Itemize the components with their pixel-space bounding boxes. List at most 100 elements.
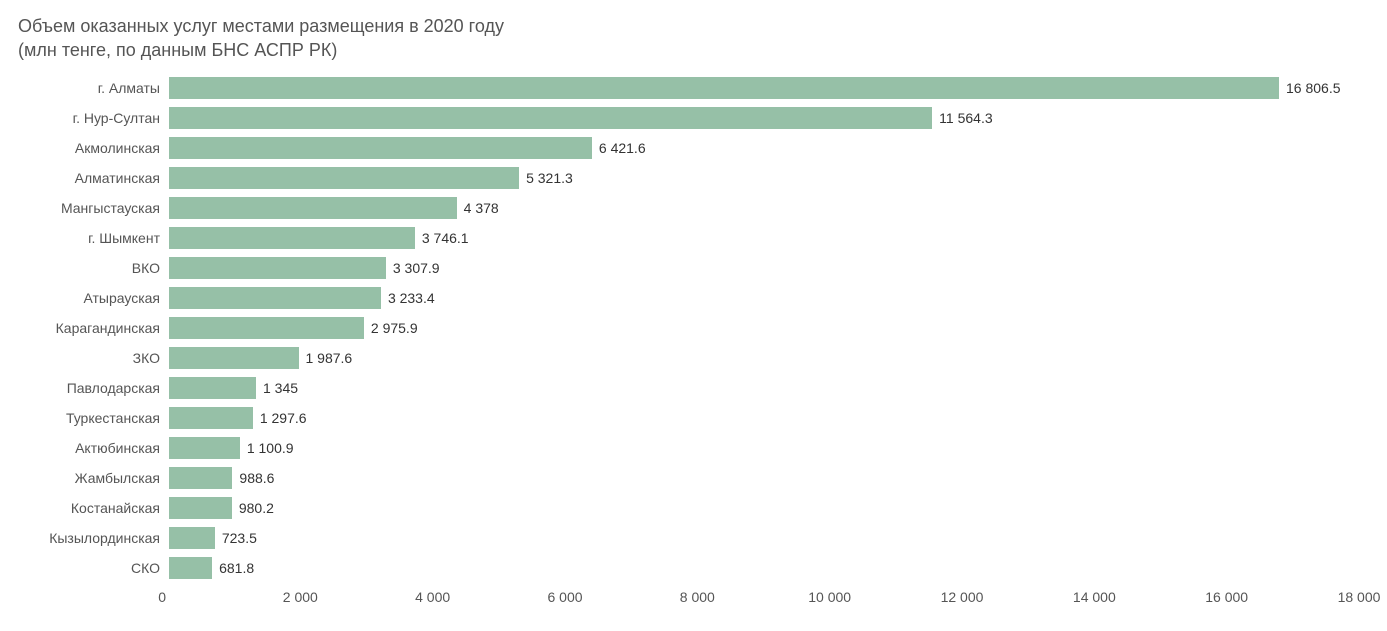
bar-track: 4 378	[168, 193, 1359, 223]
bar-track: 1 100.9	[168, 433, 1359, 463]
chart-title-line1: Объем оказанных услуг местами размещения…	[18, 16, 504, 36]
category-label: Жамбылская	[18, 470, 168, 486]
bar	[168, 166, 520, 190]
bar-track: 3 307.9	[168, 253, 1359, 283]
x-axis-track: 2 000 4 000 6 000 8 000 10 000 12 000 14 000 16…	[168, 585, 1359, 607]
category-label: Актюбинская	[18, 440, 168, 456]
value-label: 1 987.6	[306, 350, 353, 366]
category-label: Атырауская	[18, 290, 168, 306]
x-axis-tick-label: 16 000	[1205, 589, 1248, 605]
category-label: Туркестанская	[18, 410, 168, 426]
bar-track: 5 321.3	[168, 163, 1359, 193]
bar-row: г. Нур-Султан 11 564.3	[18, 103, 1359, 133]
bar-row: ВКО 3 307.9	[18, 253, 1359, 283]
category-label: СКО	[18, 560, 168, 576]
bar-row: Атырауская 3 233.4	[18, 283, 1359, 313]
category-label: Мангыстауская	[18, 200, 168, 216]
x-axis-tick-label: 2 000	[283, 589, 318, 605]
bar-row: Кызылординская723.5	[18, 523, 1359, 553]
x-axis-tick-label: 8 000	[680, 589, 715, 605]
x-axis-tick-label: 0	[158, 589, 166, 605]
x-axis-tick-label: 12 000	[941, 589, 984, 605]
bar	[168, 556, 213, 580]
bar	[168, 376, 257, 400]
chart-title: Объем оказанных услуг местами размещения…	[18, 14, 1359, 63]
bar-row: Карагандинская 2 975.9	[18, 313, 1359, 343]
x-axis-tick-label: 4 000	[415, 589, 450, 605]
value-label: 16 806.5	[1286, 80, 1341, 96]
value-label: 5 321.3	[526, 170, 573, 186]
value-label: 3 746.1	[422, 230, 469, 246]
value-label: 980.2	[239, 500, 274, 516]
plot-area: г. Алматы 16 806.5 г. Нур-Султан 11 564.3 Ак…	[18, 73, 1359, 583]
value-label: 1 100.9	[247, 440, 294, 456]
bar-track: 3 233.4	[168, 283, 1359, 313]
bar	[168, 526, 216, 550]
bar-row: Актюбинская 1 100.9	[18, 433, 1359, 463]
bar	[168, 106, 933, 130]
value-label: 11 564.3	[939, 110, 992, 126]
bar	[168, 436, 241, 460]
bar-row: Павлодарская 1 345	[18, 373, 1359, 403]
bar	[168, 316, 365, 340]
bar-row: Алматинская 5 321.3	[18, 163, 1359, 193]
category-label: г. Нур-Султан	[18, 110, 168, 126]
x-axis-tick-label: 10 000	[808, 589, 851, 605]
bar-track: 1 345	[168, 373, 1359, 403]
bar-row: г. Шымкент 3 746.1	[18, 223, 1359, 253]
bar-row: Жамбылская 988.6	[18, 463, 1359, 493]
category-label: Костанайская	[18, 500, 168, 516]
bar	[168, 406, 254, 430]
chart-container: Объем оказанных услуг местами размещения…	[0, 0, 1387, 631]
bar	[168, 466, 233, 490]
bar-track: 980.2	[168, 493, 1359, 523]
category-label: г. Алматы	[18, 80, 168, 96]
bar-row: Туркестанская 1 297.6	[18, 403, 1359, 433]
value-label: 988.6	[239, 470, 274, 486]
category-label: ВКО	[18, 260, 168, 276]
value-label: 2 975.9	[371, 320, 418, 336]
bar-track: 988.6	[168, 463, 1359, 493]
x-axis-gutter: 0	[18, 585, 168, 607]
bar-row: Мангыстауская 4 378	[18, 193, 1359, 223]
bar-track: 16 806.5	[168, 73, 1359, 103]
bar	[168, 76, 1280, 100]
category-label: Кызылординская	[18, 530, 168, 546]
category-label: Павлодарская	[18, 380, 168, 396]
bar	[168, 496, 233, 520]
value-label: 681.8	[219, 560, 254, 576]
bar	[168, 226, 416, 250]
value-label: 1 297.6	[260, 410, 307, 426]
bar-row: г. Алматы 16 806.5	[18, 73, 1359, 103]
x-axis-tick-label: 6 000	[547, 589, 582, 605]
bar	[168, 136, 593, 160]
x-axis-tick-label: 14 000	[1073, 589, 1116, 605]
value-label: 4 378	[464, 200, 499, 216]
bar-track: 2 975.9	[168, 313, 1359, 343]
value-label: 3 307.9	[393, 260, 440, 276]
category-label: Алматинская	[18, 170, 168, 186]
bar	[168, 256, 387, 280]
x-axis: 0 2 000 4 000 6 000 8 000 10 000 12 000 14 000…	[18, 585, 1359, 607]
bar-track: 11 564.3	[168, 103, 1359, 133]
bar-track: 1 297.6	[168, 403, 1359, 433]
value-label: 6 421.6	[599, 140, 646, 156]
bar	[168, 286, 382, 310]
chart-title-line2: (млн тенге, по данным БНС АСПР РК)	[18, 40, 337, 60]
bar-track: 1 987.6	[168, 343, 1359, 373]
category-label: г. Шымкент	[18, 230, 168, 246]
bar-row: ЗКО 1 987.6	[18, 343, 1359, 373]
value-label: 3 233.4	[388, 290, 435, 306]
bar-row: Костанайская 980.2	[18, 493, 1359, 523]
bar	[168, 346, 300, 370]
value-label: 1 345	[263, 380, 298, 396]
category-label: Акмолинская	[18, 140, 168, 156]
bar-track: 6 421.6	[168, 133, 1359, 163]
category-label: Карагандинская	[18, 320, 168, 336]
bar-track: 723.5	[168, 523, 1359, 553]
bar	[168, 196, 458, 220]
bar-track: 3 746.1	[168, 223, 1359, 253]
bar-row: СКО 681.8	[18, 553, 1359, 583]
category-label: ЗКО	[18, 350, 168, 366]
x-axis-tick-label: 18 000	[1338, 589, 1381, 605]
